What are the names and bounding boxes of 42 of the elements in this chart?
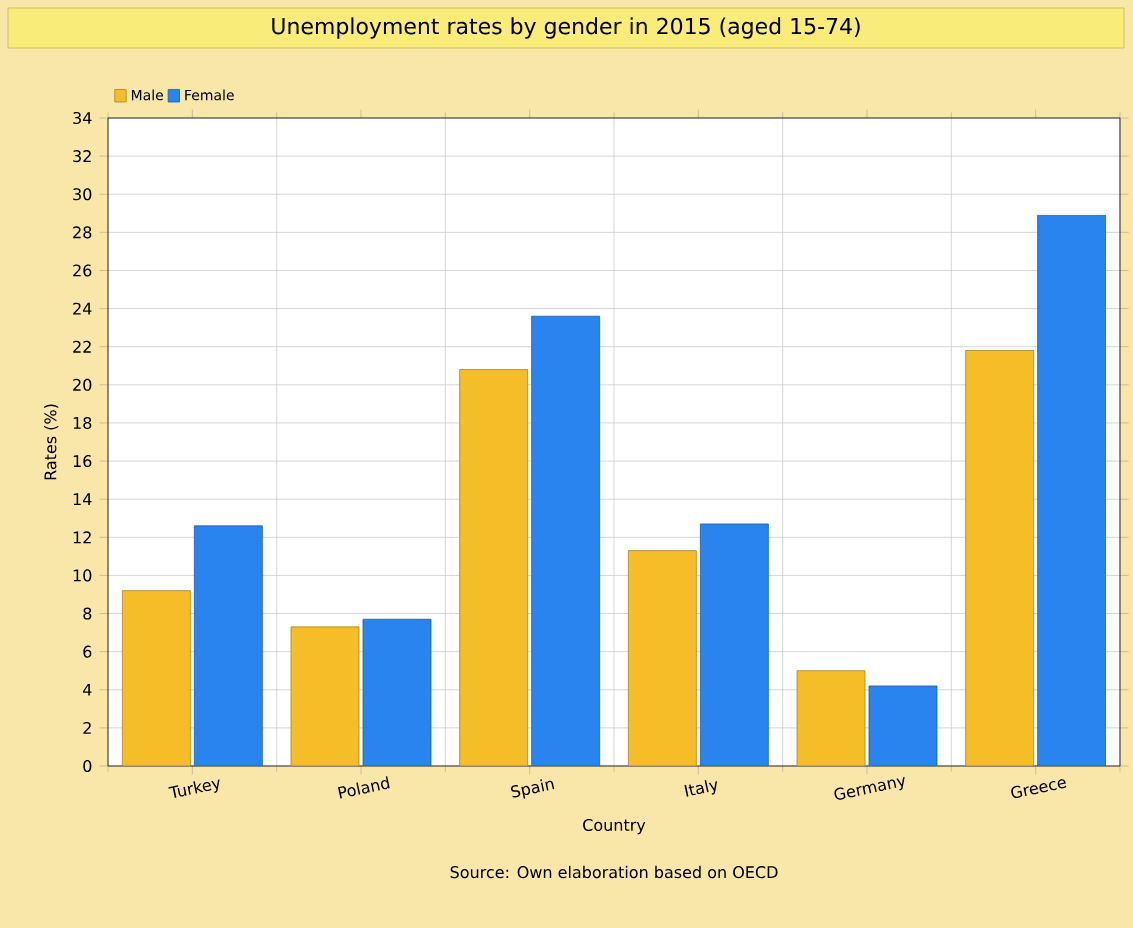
x-tick-label: Spain	[510, 779, 555, 799]
chart-title: Unemployment rates by gender in 2015 (aged 15-74)	[272, 17, 860, 39]
y-tick-label: 24	[73, 302, 92, 315]
legend-label: Female	[185, 89, 234, 101]
bar	[796, 670, 866, 766]
source-note: Source: Own elaboration based on OECD	[450, 865, 778, 879]
y-tick-label: 26	[73, 264, 92, 277]
y-tick-label: 20	[73, 378, 92, 391]
y-tick-label: 16	[73, 455, 92, 468]
y-tick-label: 32	[73, 150, 91, 163]
bar	[121, 590, 191, 766]
y-tick-label: 34	[73, 111, 92, 125]
bar	[290, 626, 360, 766]
y-tick-label: 18	[73, 416, 92, 429]
y-axis-title: Rates (%)	[44, 404, 59, 480]
x-tick-label: Germany	[834, 776, 905, 800]
bar	[868, 685, 938, 766]
y-tick-label: 14	[73, 493, 92, 506]
y-tick-label: 30	[73, 188, 92, 201]
bar	[193, 525, 263, 766]
x-axis-title: Country	[583, 818, 646, 835]
x-tick-label: Poland	[338, 776, 390, 799]
y-tick-label: 6	[83, 645, 92, 658]
y-tick-label: 12	[73, 531, 91, 544]
y-tick-label: 2	[83, 721, 91, 734]
y-tick-label: 28	[73, 226, 92, 239]
bar	[531, 315, 601, 766]
bar	[1037, 214, 1107, 766]
bar	[627, 550, 697, 766]
bar	[362, 618, 432, 766]
legend-label: Male	[131, 89, 164, 101]
y-tick-label: 10	[73, 569, 92, 582]
bar	[699, 523, 769, 766]
y-tick-label: 8	[83, 607, 92, 620]
y-tick-label: 0	[83, 759, 92, 773]
y-tick-label: 4	[83, 683, 92, 696]
x-tick-label: Turkey	[168, 779, 220, 798]
y-tick-label: 22	[73, 340, 91, 353]
bar	[459, 369, 529, 766]
x-tick-label: Italy	[684, 780, 718, 797]
bar	[965, 350, 1035, 766]
x-tick-label: Greece	[1011, 779, 1067, 798]
